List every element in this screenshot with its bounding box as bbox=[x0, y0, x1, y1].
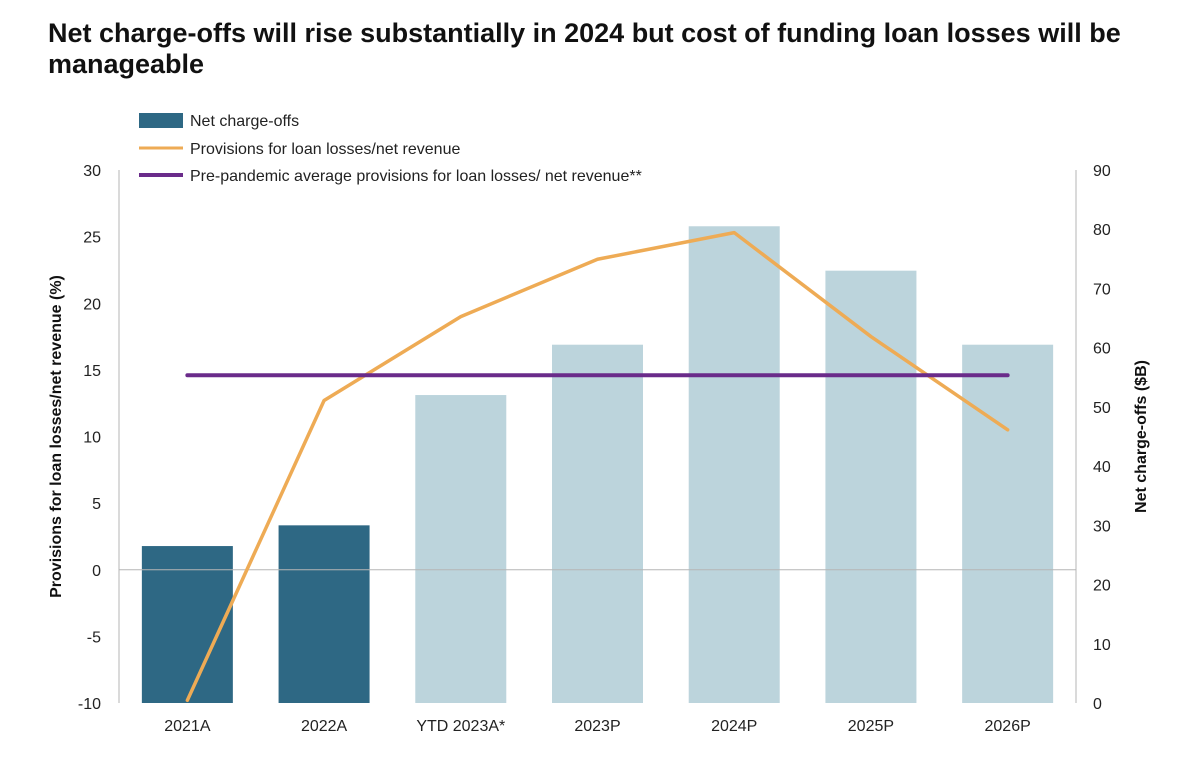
y-tick-left-label: -5 bbox=[87, 629, 101, 646]
net-charge-off-bar bbox=[141, 546, 233, 703]
net-charge-off-bar bbox=[415, 395, 507, 703]
net-charge-off-bar bbox=[962, 344, 1054, 703]
chart-title: Net charge-offs will rise substantially … bbox=[48, 18, 1121, 79]
bars-layer bbox=[141, 226, 1054, 703]
x-tick-label: 2026P bbox=[985, 718, 1031, 735]
lines-layer bbox=[185, 230, 1010, 703]
provisions-line bbox=[185, 230, 1010, 703]
legend-label: Provisions for loan losses/net revenue bbox=[190, 141, 460, 158]
y-tick-left-label: 25 bbox=[83, 230, 101, 247]
x-tick-label: 2021A bbox=[164, 718, 211, 735]
legend-label: Pre-pandemic average provisions for loan… bbox=[190, 168, 642, 185]
x-tick-label: 2025P bbox=[848, 718, 894, 735]
y-tick-right-label: 60 bbox=[1093, 341, 1111, 358]
y-tick-right-label: 10 bbox=[1093, 637, 1111, 654]
y-tick-left-label: 30 bbox=[83, 163, 101, 180]
net-charge-off-bar bbox=[688, 226, 780, 703]
legend-label: Net charge-offs bbox=[190, 113, 299, 130]
net-charge-off-bar bbox=[552, 344, 643, 703]
y-tick-left-label: 15 bbox=[83, 363, 101, 380]
y-tick-left-label: 10 bbox=[83, 430, 101, 447]
y-tick-right-label: 50 bbox=[1093, 400, 1111, 417]
right-axis: 0 10 20 30 40 50 60 70 80 90 bbox=[1075, 163, 1111, 713]
x-axis: 2021A 2022A YTD 2023A* 2023P 2024P 2025P 2026P bbox=[164, 718, 1031, 735]
y-tick-right-label: 70 bbox=[1093, 281, 1111, 298]
y-tick-left-label: 20 bbox=[83, 296, 101, 313]
y-tick-left-label: 5 bbox=[92, 496, 101, 513]
x-tick-label: 2024P bbox=[711, 718, 757, 735]
x-tick-label: 2022A bbox=[301, 718, 348, 735]
y-tick-right-label: 90 bbox=[1093, 163, 1111, 180]
x-tick-label: YTD 2023A* bbox=[416, 718, 505, 735]
left-axis: -10 -5 0 5 10 15 20 25 30 bbox=[78, 163, 120, 713]
legend: Net charge-offs Provisions for loan losse… bbox=[139, 113, 642, 185]
x-tick-label: 2023P bbox=[574, 718, 620, 735]
y-axis-right-label: Net charge-offs ($B) bbox=[1133, 360, 1150, 513]
y-tick-left-label: 0 bbox=[92, 563, 101, 580]
legend-swatch-net-charge-offs bbox=[139, 113, 183, 128]
y-tick-left-label: -10 bbox=[78, 696, 101, 713]
y-tick-right-label: 40 bbox=[1093, 459, 1111, 476]
y-tick-right-label: 20 bbox=[1093, 578, 1111, 595]
y-axis-left-label: Provisions for loan losses/net revenue (… bbox=[48, 275, 65, 598]
y-tick-right-label: 80 bbox=[1093, 222, 1111, 239]
y-tick-right-label: 0 bbox=[1093, 696, 1102, 713]
net-charge-off-bar bbox=[825, 270, 917, 703]
net-charge-off-bar bbox=[278, 525, 370, 703]
y-tick-right-label: 30 bbox=[1093, 518, 1111, 535]
